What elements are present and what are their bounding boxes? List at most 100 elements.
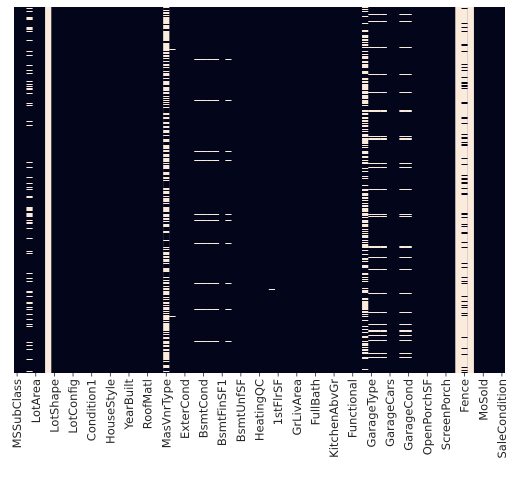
missing-cell-garagefinish xyxy=(380,167,387,168)
missing-cell-garagecond xyxy=(405,293,412,294)
present-cell-masvnrtype xyxy=(163,251,170,252)
missing-cell-bsmtcond xyxy=(200,100,207,101)
present-cell-masvnrtype xyxy=(163,347,170,348)
present-cell-masvnrtype xyxy=(163,76,170,77)
missing-cell-lotfrontage xyxy=(26,11,33,12)
missing-cell-fireplacequ xyxy=(362,193,369,194)
missing-cell-garagequal xyxy=(399,335,406,336)
missing-cell-garagecond xyxy=(405,139,412,140)
missing-cell-bsmtfintype2 xyxy=(225,160,232,161)
missing-cell-garagecond xyxy=(405,21,412,22)
missing-cell-garageyrblt xyxy=(374,335,381,336)
missing-cell-fireplacequ xyxy=(362,357,369,358)
missing-cell-fireplacequ xyxy=(362,303,369,304)
missing-cell-garageyrblt xyxy=(374,269,381,270)
missing-cell-fireplacequ xyxy=(362,11,369,12)
missing-cell-garagefinish xyxy=(380,293,387,294)
x-tick-label: SaleCondition xyxy=(495,379,509,459)
missing-cell-garagequal xyxy=(399,163,406,164)
present-cell-masvnrtype xyxy=(163,273,170,274)
present-cell-masvnrtype xyxy=(163,59,170,60)
missing-cell-fireplacequ xyxy=(362,353,369,354)
missing-cell-garageyrblt xyxy=(374,92,381,93)
present-cell-fence xyxy=(461,188,468,189)
missing-cell-lotfrontage xyxy=(26,324,33,325)
missing-cell-fireplacequ xyxy=(362,139,369,140)
missing-cell-garagecond xyxy=(405,247,412,248)
present-cell-masvnrtype xyxy=(163,11,170,12)
missing-cell-lotfrontage xyxy=(26,86,33,87)
present-cell-masvnrtype xyxy=(163,9,170,10)
missing-cell-fireplacequ xyxy=(362,302,369,303)
missing-cell-bsmtfintype1 xyxy=(212,160,220,161)
missing-cell-fireplacequ xyxy=(362,185,369,186)
missing-cell-fireplacequ xyxy=(362,311,369,312)
missing-cell-fireplacequ xyxy=(362,215,369,216)
missing-cell-fireplacequ xyxy=(362,136,369,137)
missing-cell-lotfrontage xyxy=(26,103,33,104)
present-cell-masvnrtype xyxy=(163,369,170,370)
missing-cell-fireplacequ xyxy=(362,235,369,236)
missing-cell-garageyrblt xyxy=(374,246,381,247)
missing-cell-fireplacequ xyxy=(362,266,369,267)
missing-cell-garagetype xyxy=(368,357,375,358)
missing-cell-lotfrontage xyxy=(26,17,33,18)
present-cell-masvnrtype xyxy=(163,336,170,337)
missing-cell-garagecond xyxy=(405,331,412,332)
missing-cell-garagequal xyxy=(399,138,406,139)
missing-cell-fireplacequ xyxy=(362,329,369,330)
x-tick-label: ExterCond xyxy=(178,379,192,439)
present-cell-masvnrtype xyxy=(163,275,170,276)
missing-cell-fireplacequ xyxy=(362,352,369,353)
missing-cell-garagefinish xyxy=(380,331,387,332)
missing-cell-fireplacequ xyxy=(362,103,369,104)
present-cell-fence xyxy=(461,67,468,68)
missing-cell-lotfrontage xyxy=(26,88,33,89)
present-cell-masvnrtype xyxy=(163,333,170,334)
missing-cell-garageyrblt xyxy=(374,331,381,332)
missing-cell-garagetype xyxy=(368,138,375,139)
missing-cell-garagefinish xyxy=(380,189,387,190)
present-cell-masvnrtype xyxy=(163,363,170,364)
present-cell-masvnrtype xyxy=(163,267,170,268)
present-cell-fence xyxy=(461,179,468,180)
missing-cell-fireplacequ xyxy=(362,225,369,226)
missing-cell-garagefinish xyxy=(380,92,387,93)
present-cell-fence xyxy=(461,123,468,124)
missing-cell-garagecond xyxy=(405,14,412,15)
present-cell-fence xyxy=(461,372,468,373)
missing-cell-garagetype xyxy=(368,269,375,270)
present-cell-fence xyxy=(461,138,468,139)
present-cell-masvnrtype xyxy=(163,351,170,352)
present-cell-fence xyxy=(461,233,468,234)
missing-cell-garageyrblt xyxy=(374,21,381,22)
missing-cell-lotfrontage xyxy=(26,220,33,221)
missing-cell-lotfrontage xyxy=(26,251,33,252)
missing-cell-lotfrontage xyxy=(26,303,33,304)
missing-cell-bsmtqual xyxy=(194,341,201,342)
missing-cell-garagefinish xyxy=(380,247,387,248)
present-cell-fence xyxy=(461,183,468,184)
missing-cell-lotfrontage xyxy=(26,302,33,303)
present-cell-masvnrtype xyxy=(163,360,170,361)
missing-cell-garagecond xyxy=(405,216,412,217)
missing-cell-bsmtexposure xyxy=(206,59,213,60)
x-tick-label: LotConfig xyxy=(66,379,80,434)
missing-cell-garagefinish xyxy=(380,246,387,247)
missing-cell-fireplacequ xyxy=(362,205,369,206)
present-cell-fence xyxy=(461,247,468,248)
missing-cell-bsmtcond xyxy=(200,220,207,221)
missing-column-poolqc xyxy=(455,7,462,373)
missing-cell-fireplacequ xyxy=(362,129,369,130)
present-cell-masvnrtype xyxy=(163,279,170,280)
present-cell-masvnrtype xyxy=(163,101,170,102)
present-cell-fence xyxy=(461,31,468,32)
missing-cell-lotfrontage xyxy=(26,207,33,208)
present-cell-masvnrtype xyxy=(163,97,170,98)
missing-cell-fireplacequ xyxy=(362,309,369,310)
missing-cell-garageyrblt xyxy=(374,312,381,313)
present-cell-masvnrtype xyxy=(163,306,170,307)
present-cell-masvnrtype xyxy=(163,250,170,251)
missing-cell-fireplacequ xyxy=(362,332,369,333)
missing-cell-fireplacequ xyxy=(362,240,369,241)
